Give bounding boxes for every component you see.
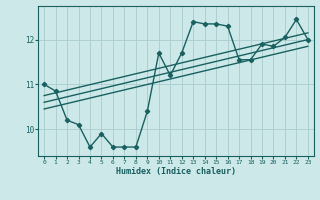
X-axis label: Humidex (Indice chaleur): Humidex (Indice chaleur) — [116, 167, 236, 176]
